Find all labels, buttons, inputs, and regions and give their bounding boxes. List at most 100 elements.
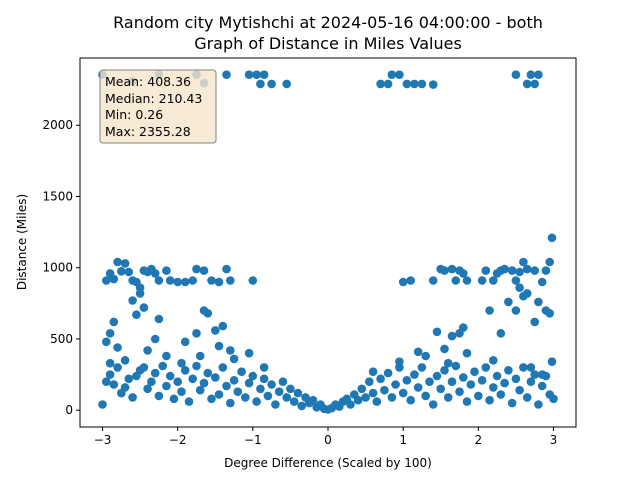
data-point [117,267,126,276]
data-point [102,337,111,347]
data-point [188,276,197,285]
y-tick-label: 0 [65,403,73,417]
data-point [150,334,160,344]
stats-box-background [99,69,217,144]
data-point [530,79,539,89]
data-point [466,380,476,389]
data-point [545,309,554,318]
data-point [443,393,453,402]
data-point [211,373,220,382]
data-point [489,276,498,285]
data-point [282,393,292,402]
data-point [410,370,419,379]
data-point [395,70,404,79]
data-point [267,380,276,389]
data-point [504,297,513,307]
data-point [105,370,115,379]
data-point [459,323,468,332]
data-point [244,70,254,79]
data-point [522,264,532,274]
data-point [534,400,543,409]
data-point [470,367,479,377]
data-point [203,368,213,378]
data-point [252,70,261,79]
data-point [462,397,472,406]
data-point [526,363,536,372]
stats-max: Max: 2355.28 [105,124,191,139]
data-point [417,79,427,89]
data-point [421,351,431,361]
data-point [428,276,438,285]
data-point [154,276,164,285]
data-point [132,310,141,320]
data-point [545,257,554,267]
data-point [547,233,557,243]
data-point [128,393,137,402]
data-point [462,348,472,358]
data-point [278,377,288,387]
data-point [120,383,130,392]
data-point [211,326,220,335]
data-point [162,266,171,275]
stats-mean: Mean: 408.36 [105,74,191,89]
data-point [504,366,513,375]
data-point [248,371,258,381]
data-point [274,387,284,397]
data-point [192,329,201,338]
data-point [120,259,130,268]
data-point [237,367,246,377]
data-point [109,317,119,327]
data-point [143,346,152,355]
data-point [154,391,164,401]
data-point [387,70,397,79]
data-point [226,398,235,408]
y-tick-label: 1000 [42,261,73,275]
data-point [515,267,524,277]
stats-min: Min: 0.26 [105,107,163,122]
x-axis-ticks: −3 −2 −1 0 1 2 3 [94,427,557,447]
data-point [474,391,483,401]
data-point [440,366,449,375]
data-point [154,314,164,324]
data-point [428,80,438,89]
data-point [451,276,461,285]
data-point [113,363,122,372]
data-point [387,393,397,402]
data-point [244,348,254,358]
data-point [507,266,517,275]
data-point [530,370,539,379]
data-point [195,385,205,395]
data-point [105,358,115,368]
data-point [252,397,261,406]
data-point [222,70,231,79]
data-point [113,257,122,267]
data-point [485,395,494,405]
data-point [177,358,186,368]
data-point [383,79,393,89]
x-tick-label: 1 [399,433,407,447]
data-point [109,274,119,284]
data-point [188,374,197,384]
chart-title-line2: Graph of Distance in Miles Values [194,34,462,53]
data-point [218,321,228,331]
data-point [402,79,412,89]
data-point [477,276,487,285]
x-tick-label: −2 [169,433,187,447]
data-point [214,341,224,351]
data-point [477,376,487,385]
data-point [165,276,175,285]
y-axis-ticks: 0 500 1000 1500 2000 [42,118,80,417]
data-point [173,377,182,387]
data-point [139,363,149,372]
data-point [398,388,408,398]
data-point [218,363,228,372]
data-point [263,391,273,401]
data-point [410,79,419,89]
data-point [496,329,506,338]
data-point [383,368,393,378]
data-point [421,391,431,401]
data-point [199,266,209,275]
data-point [417,363,427,372]
data-point [428,400,438,409]
data-point [102,276,111,285]
